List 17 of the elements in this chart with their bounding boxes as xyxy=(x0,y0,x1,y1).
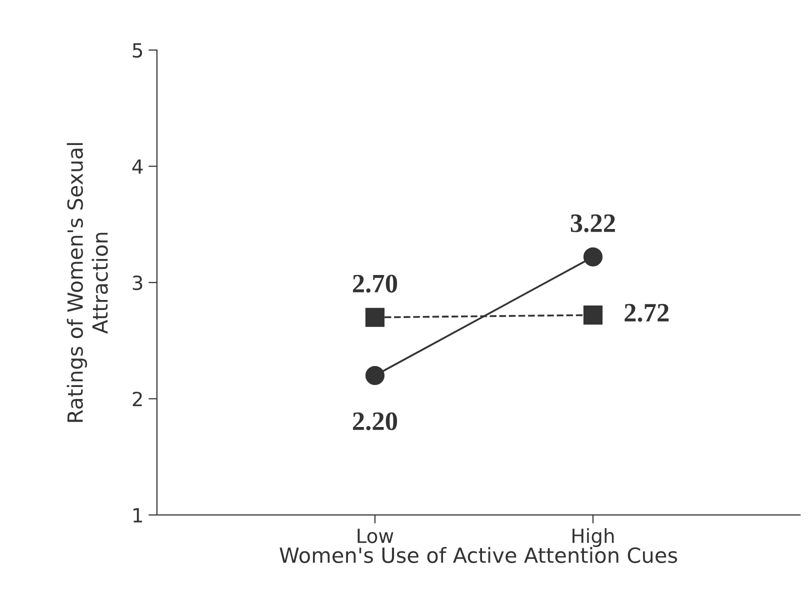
point xyxy=(583,247,603,266)
point xyxy=(365,366,385,386)
point xyxy=(583,306,603,325)
data-label: 2.70 xyxy=(352,274,398,293)
x-axis-title: Women's Use of Active Attention Cues xyxy=(280,546,678,564)
x-tick-label: High xyxy=(572,528,614,547)
y-axis-title: Ratings of Women's Sexual Attraction xyxy=(66,143,108,422)
y-tick-label: 5 xyxy=(132,43,142,58)
data-label: 3.22 xyxy=(570,214,615,232)
x-tick-label: Low xyxy=(358,528,394,544)
y-tick-label: 2 xyxy=(132,392,142,406)
data-label: 2.20 xyxy=(352,412,398,430)
y-tick-label: 4 xyxy=(132,159,143,174)
data-label: 2.72 xyxy=(624,304,669,322)
y-tick-label: 3 xyxy=(132,275,142,290)
point xyxy=(365,308,385,327)
y-tick-label: 1 xyxy=(134,508,142,522)
